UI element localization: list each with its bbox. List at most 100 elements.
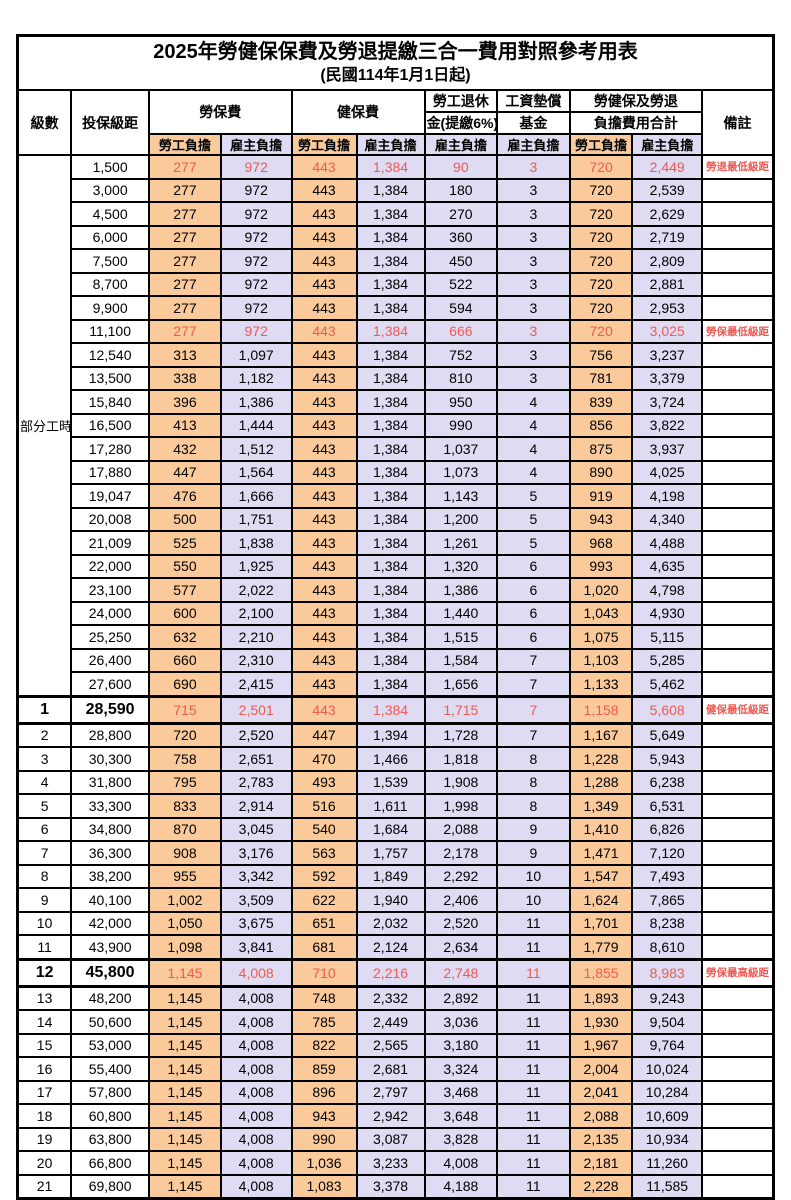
- value-cell: 1,779: [568, 934, 634, 960]
- value-cell: 10,609: [631, 1103, 703, 1129]
- value-cell: 5,115: [631, 624, 703, 650]
- value-cell: 90: [423, 154, 499, 180]
- value-cell: 577: [148, 577, 222, 603]
- subheader-labor-employee: 勞工負擔: [148, 133, 222, 156]
- value-cell: 1,384: [355, 530, 426, 556]
- value-cell: 3,324: [423, 1056, 499, 1082]
- value-cell: 5,462: [631, 671, 703, 697]
- grade-cell: 7: [16, 840, 73, 866]
- table-row: 13,500 338 1,182 443 1,384 810 3 781 3,379: [18, 365, 775, 391]
- table-row: 16,500 413 1,444 443 1,384 990 4 856 3,822: [18, 412, 775, 438]
- value-cell: 2,088: [423, 816, 499, 842]
- value-cell: 443: [290, 694, 358, 725]
- grade-cell: 14: [16, 1009, 73, 1035]
- value-cell: 1,908: [423, 769, 499, 795]
- value-cell: 1,656: [423, 671, 499, 697]
- value-cell: 540: [290, 816, 358, 842]
- value-cell: 1,386: [219, 389, 293, 415]
- value-cell: 856: [568, 412, 634, 438]
- value-cell: 1,757: [355, 840, 426, 866]
- value-cell: 1,384: [355, 647, 426, 673]
- value-cell: 277: [148, 201, 222, 227]
- value-cell: 3,233: [355, 1150, 426, 1176]
- value-cell: 11: [496, 1056, 571, 1082]
- salary-bracket-cell: 53,000: [70, 1032, 151, 1058]
- value-cell: 1,564: [219, 459, 293, 485]
- salary-bracket-cell: 36,300: [70, 840, 151, 866]
- grade-cell: 6: [16, 816, 73, 842]
- col-header-health-insurance: 健保費: [290, 89, 426, 135]
- remark-cell: 健保最低級距: [700, 694, 775, 725]
- value-cell: 1,384: [355, 201, 426, 227]
- value-cell: 443: [290, 530, 358, 556]
- value-cell: 3,828: [423, 1126, 499, 1152]
- salary-bracket-cell: 27,600: [70, 671, 151, 697]
- value-cell: 3,509: [219, 887, 293, 913]
- value-cell: 1,394: [355, 722, 426, 748]
- value-cell: 3,045: [219, 816, 293, 842]
- value-cell: 1,384: [355, 271, 426, 297]
- value-cell: 1,410: [568, 816, 634, 842]
- value-cell: 919: [568, 483, 634, 509]
- value-cell: 1,893: [568, 985, 634, 1011]
- grade-cell: 12: [16, 957, 73, 988]
- value-cell: 2,228: [568, 1173, 634, 1200]
- table-row: 17,280 432 1,512 443 1,384 1,037 4 875 3,937: [18, 436, 775, 462]
- value-cell: 500: [148, 506, 222, 532]
- grade-cell: 11: [16, 934, 73, 960]
- value-cell: 2,178: [423, 840, 499, 866]
- value-cell: 1,167: [568, 722, 634, 748]
- salary-bracket-cell: 12,540: [70, 342, 151, 368]
- value-cell: 2,088: [568, 1103, 634, 1129]
- value-cell: 955: [148, 863, 222, 889]
- value-cell: 972: [219, 201, 293, 227]
- remark-cell: [700, 1032, 775, 1058]
- table-row: 14 50,600 1,145 4,008 785 2,449 3,036 11 1,930 9,…: [16, 1009, 775, 1035]
- value-cell: 833: [148, 793, 222, 819]
- header-row-2: 金(提繳6%) 基金 負擔費用合計: [18, 111, 774, 135]
- value-cell: 1,386: [423, 577, 499, 603]
- value-cell: 1,384: [355, 436, 426, 462]
- value-cell: 7: [496, 647, 571, 673]
- value-cell: 990: [290, 1126, 358, 1152]
- value-cell: 2,520: [219, 722, 293, 748]
- value-cell: 3,648: [423, 1103, 499, 1129]
- value-cell: 748: [290, 985, 358, 1011]
- value-cell: 752: [423, 342, 499, 368]
- value-cell: 715: [148, 694, 222, 725]
- remark-cell: [700, 1079, 775, 1105]
- value-cell: 1,182: [219, 365, 293, 391]
- header-row-3: 勞工負擔 雇主負擔 勞工負擔 雇主負擔 雇主負擔 雇主負擔 勞工負擔 雇主負擔: [18, 133, 774, 156]
- value-cell: 270: [423, 201, 499, 227]
- salary-bracket-cell: 16,500: [70, 412, 151, 438]
- col-header-pension-line2: 金(提繳6%): [423, 111, 499, 135]
- remark-cell: [700, 412, 775, 438]
- table-row: 24,000 600 2,100 443 1,384 1,440 6 1,043 4,930: [18, 600, 775, 626]
- remark-cell: [700, 295, 775, 321]
- salary-bracket-cell: 50,600: [70, 1009, 151, 1035]
- value-cell: 1,444: [219, 412, 293, 438]
- value-cell: 11: [496, 1009, 571, 1035]
- table-row: 2 28,800 720 2,520 447 1,394 1,728 7 1,167 5,649: [16, 722, 775, 748]
- value-cell: 443: [290, 412, 358, 438]
- value-cell: 11: [496, 957, 571, 988]
- value-cell: 10,934: [631, 1126, 703, 1152]
- value-cell: 563: [290, 840, 358, 866]
- value-cell: 1,384: [355, 671, 426, 697]
- value-cell: 2,041: [568, 1079, 634, 1105]
- value-cell: 1,466: [355, 746, 426, 772]
- value-cell: 2,719: [631, 224, 703, 250]
- salary-bracket-cell: 17,280: [70, 436, 151, 462]
- value-cell: 3,237: [631, 342, 703, 368]
- remark-cell: 勞保最高級距: [700, 957, 775, 988]
- value-cell: 1,145: [148, 1079, 222, 1105]
- value-cell: 1,002: [148, 887, 222, 913]
- remark-cell: [700, 224, 775, 250]
- value-cell: 1,145: [148, 1173, 222, 1200]
- value-cell: 660: [148, 647, 222, 673]
- value-cell: 3,025: [631, 318, 703, 344]
- value-cell: 1,384: [355, 577, 426, 603]
- value-cell: 3: [496, 318, 571, 344]
- value-cell: 2,629: [631, 201, 703, 227]
- value-cell: 1,145: [148, 1056, 222, 1082]
